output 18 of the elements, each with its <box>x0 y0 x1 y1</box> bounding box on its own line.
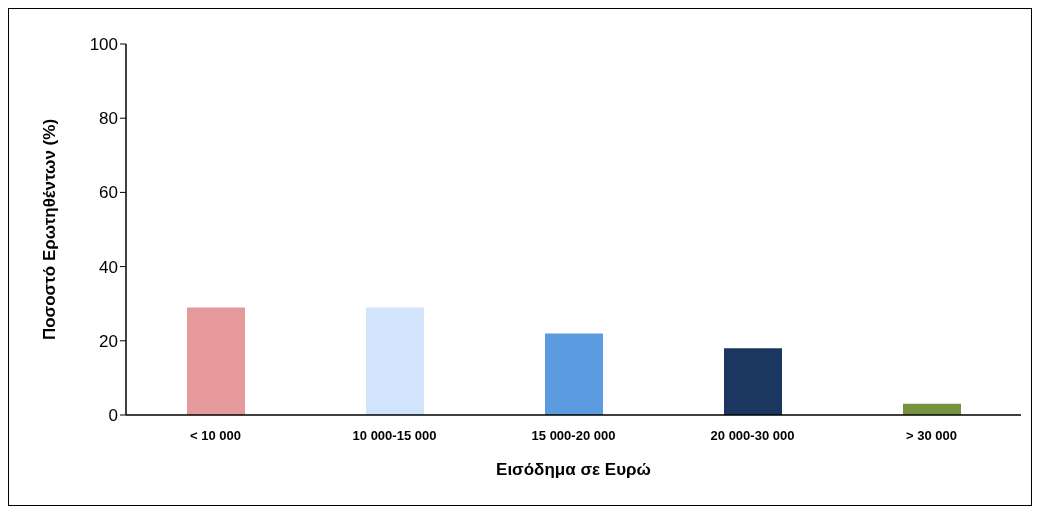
bar <box>903 403 961 415</box>
bar <box>366 307 424 415</box>
y-tick-label: 40 <box>99 257 118 277</box>
y-tick-label: 100 <box>89 35 118 55</box>
y-tick-label: 80 <box>99 109 118 129</box>
y-tick-label: 20 <box>99 331 118 351</box>
y-axis-title: Ποσοστό Ερωτηθέντων (%) <box>40 118 60 341</box>
x-tick-label: < 10 000 <box>190 428 241 444</box>
bar <box>545 333 603 415</box>
x-tick-label: > 30 000 <box>906 428 957 444</box>
x-axis-title: Εισόδημα σε Ευρώ <box>496 460 651 479</box>
x-tick-label: 15 000-20 000 <box>531 428 616 444</box>
x-tick-label: 20 000-30 000 <box>710 428 795 444</box>
y-tick-label: 0 <box>108 406 118 426</box>
bar <box>187 307 245 415</box>
bar <box>724 348 782 415</box>
y-tick-label: 60 <box>99 183 118 203</box>
x-tick-label: 10 000-15 000 <box>352 428 437 444</box>
